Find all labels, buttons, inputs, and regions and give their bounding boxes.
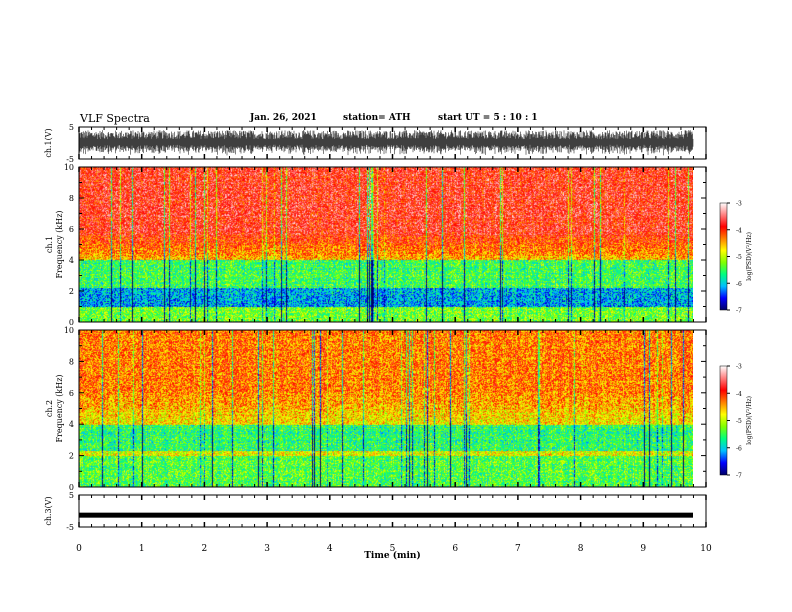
date-label: Jan. 26, 2021 xyxy=(250,113,317,123)
x-tick-label: 1 xyxy=(139,544,145,554)
x-tick-label: 8 xyxy=(578,544,584,554)
x-tick-label: 4 xyxy=(327,544,333,554)
x-tick-label: 3 xyxy=(264,544,270,554)
station-label: station= ATH xyxy=(343,113,411,123)
y-tick-label: 10 xyxy=(64,163,74,172)
y-tick-label: 5 xyxy=(69,491,74,500)
y-axis-label: ch.1(V) xyxy=(44,128,53,157)
colorbar-tick-label: -3 xyxy=(736,364,742,371)
y-tick-label: 8 xyxy=(69,357,74,366)
colorbar-tick-label: -5 xyxy=(736,418,742,425)
colorbar-tick-label: -7 xyxy=(736,308,742,315)
colorbar-tick-label: -3 xyxy=(736,201,742,208)
y-tick-label: 5 xyxy=(69,123,74,132)
y-tick-label: 0 xyxy=(69,318,74,327)
y-tick-label: -5 xyxy=(66,155,74,164)
y-axis-label: Frequency (kHz) xyxy=(55,210,64,278)
y-tick-label: -5 xyxy=(66,523,74,532)
y-tick-label: 4 xyxy=(69,420,74,429)
x-tick-label: 10 xyxy=(700,544,712,554)
colorbar-tick-label: -7 xyxy=(736,473,742,480)
y-tick-label: 4 xyxy=(69,256,74,265)
x-tick-label: 9 xyxy=(640,544,646,554)
y-axis-label: ch.2 xyxy=(45,400,54,417)
colorbar-tick-label: -6 xyxy=(736,445,742,452)
colorbar-ch2 xyxy=(719,365,728,476)
y-axis-label: Frequency (kHz) xyxy=(55,374,64,442)
ch1-waveform-trace xyxy=(78,130,694,156)
y-tick-label: 2 xyxy=(69,452,74,461)
figure-title: VLF Spectra xyxy=(80,112,150,125)
y-tick-label: 8 xyxy=(69,194,74,203)
y-tick-label: 10 xyxy=(64,326,74,335)
x-tick-label: 2 xyxy=(202,544,208,554)
y-tick-label: 6 xyxy=(69,225,74,234)
colorbar-label: log(PSD)(V²/Hz) xyxy=(746,232,753,281)
colorbar-tick-label: -5 xyxy=(736,254,742,261)
x-tick-label: 6 xyxy=(452,544,458,554)
colorbar-tick-label: -6 xyxy=(736,281,742,288)
x-tick-label: 0 xyxy=(76,544,82,554)
y-axis-label: ch.1 xyxy=(45,236,54,253)
x-tick-label: 5 xyxy=(390,544,396,554)
colorbar-tick-label: -4 xyxy=(736,391,742,398)
y-tick-label: 0 xyxy=(69,483,74,492)
ch3-waveform-trace xyxy=(79,512,693,518)
spectrogram-ch2 xyxy=(79,330,693,487)
y-axis-label: ch.3(V) xyxy=(44,496,53,525)
x-axis-label: Time (min) xyxy=(364,550,421,561)
colorbar-ch1 xyxy=(719,202,728,311)
colorbar-tick-label: -4 xyxy=(736,227,742,234)
x-tick-label: 7 xyxy=(515,544,521,554)
start-time-label: start UT = 5 : 10 : 1 xyxy=(438,113,538,123)
spectrogram-ch1 xyxy=(79,167,693,322)
y-tick-label: 6 xyxy=(69,389,74,398)
colorbar-label: log(PSD)(V²/Hz) xyxy=(746,396,753,445)
y-tick-label: 2 xyxy=(69,287,74,296)
